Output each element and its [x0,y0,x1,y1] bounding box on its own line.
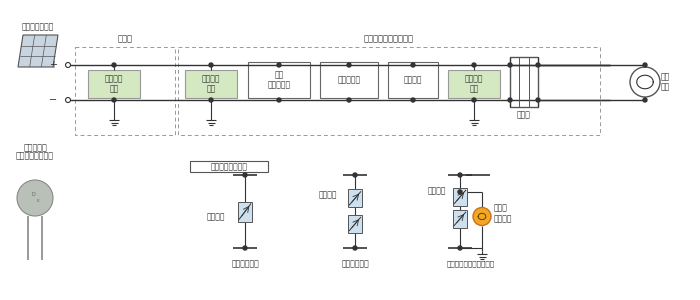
Circle shape [472,63,476,67]
Circle shape [411,63,415,67]
Text: バリスタ１個: バリスタ１個 [231,260,259,268]
Bar [238,202,252,221]
Bar [388,62,438,98]
Text: ディスクバリスタ: ディスクバリスタ [16,152,54,160]
Circle shape [112,98,116,102]
Circle shape [536,63,540,67]
Text: バリスタ: バリスタ [428,186,446,195]
Bar [190,161,268,172]
Bar [510,57,538,107]
Circle shape [508,98,512,102]
Bar [348,189,362,207]
Bar [453,210,467,228]
Circle shape [458,190,462,194]
Circle shape [411,98,415,102]
Bar [75,47,175,135]
Circle shape [66,62,71,68]
Bar [320,62,378,98]
Bar [248,62,310,98]
Text: 電圧保護
回路: 電圧保護 回路 [465,74,483,94]
Text: K: K [36,199,39,203]
Circle shape [630,67,660,97]
Circle shape [347,98,351,102]
Text: 電圧保護
回路: 電圧保護 回路 [202,74,220,94]
Circle shape [243,246,247,250]
Text: バリスタ２個＋アレスタ: バリスタ２個＋アレスタ [447,261,495,267]
Text: サージ
アレスタ: サージ アレスタ [494,204,512,223]
Circle shape [277,98,281,102]
Polygon shape [18,35,58,67]
Circle shape [643,63,647,67]
Text: 電圧保護
回路: 電圧保護 回路 [105,74,123,94]
Circle shape [473,208,491,226]
Text: 電圧保護回路の例: 電圧保護回路の例 [211,162,248,171]
Text: 接続箕: 接続箕 [118,34,132,43]
Text: 分電盤: 分電盤 [517,110,531,119]
Circle shape [17,180,53,216]
Text: バリスタ: バリスタ [318,190,337,199]
Text: フィルタ: フィルタ [404,76,422,85]
Text: 商用
系統: 商用 系統 [660,72,670,92]
Circle shape [458,246,462,250]
Text: −: − [49,95,57,105]
Circle shape [508,63,512,67]
Circle shape [209,98,213,102]
Circle shape [243,173,247,177]
Text: バリスタ: バリスタ [206,212,225,221]
Text: バリスタ２個: バリスタ２個 [341,260,369,268]
Circle shape [643,98,647,102]
Bar [178,47,600,135]
Circle shape [347,63,351,67]
Bar [88,70,140,98]
Text: +: + [49,60,57,70]
Bar [185,70,237,98]
Text: リード付き: リード付き [23,143,47,152]
Circle shape [353,173,357,177]
Bar [348,215,362,233]
Circle shape [112,63,116,67]
Bar [448,70,500,98]
Circle shape [472,98,476,102]
Circle shape [353,246,357,250]
Circle shape [209,63,213,67]
Circle shape [536,98,540,102]
Text: 昇圧
コンバータ: 昇圧 コンバータ [267,70,290,90]
Circle shape [66,98,71,103]
Bar [453,188,467,206]
Text: インバータ: インバータ [337,76,360,85]
Text: D: D [31,193,35,197]
Text: 太陽電池アレイ: 太陽電池アレイ [22,22,54,32]
Text: パワーコンディショナ: パワーコンディショナ [364,34,414,43]
Circle shape [458,173,462,177]
Circle shape [277,63,281,67]
